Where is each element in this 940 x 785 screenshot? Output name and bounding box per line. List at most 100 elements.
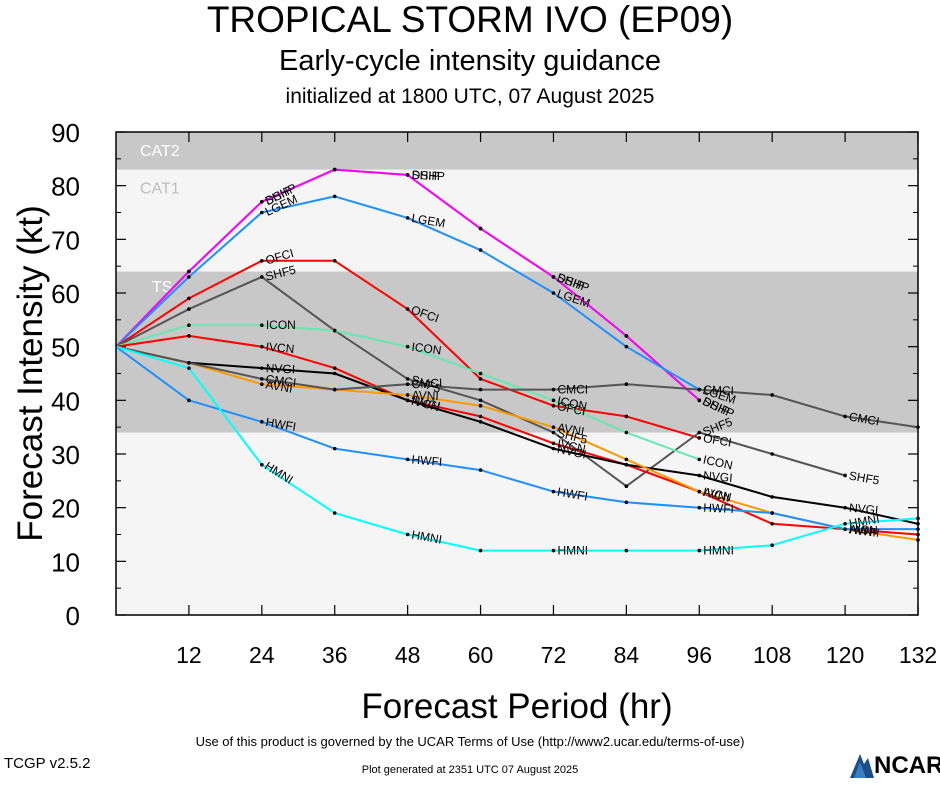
terms-of-use: Use of this product is governed by the U… — [195, 734, 745, 749]
data-point-nvgi — [843, 505, 847, 510]
series-label-ivcn: IVCN — [556, 436, 587, 456]
data-point-ofci — [624, 414, 629, 419]
y-tick-label: 70 — [51, 225, 80, 255]
axes: 12 24 36 48 60 72 84 96 108 120 132 0 10 20 30 40 50 60 70… — [11, 118, 937, 726]
data-point-hwfi — [332, 446, 337, 451]
data-point-hmni — [260, 462, 264, 467]
data-point-avni — [260, 382, 264, 387]
band-cat1 — [116, 169, 918, 272]
data-point-nvgi — [624, 462, 629, 467]
series-label-hwfi: HWFI — [848, 522, 880, 540]
data-point-ofci — [187, 296, 191, 301]
data-point-shf5 — [187, 307, 191, 311]
data-point-avni — [478, 403, 483, 408]
series-label-icon: ICON — [702, 453, 734, 473]
data-point-lgem — [551, 291, 556, 295]
y-tick-label: 90 — [51, 118, 80, 148]
series-label-dshp: DSHP — [411, 168, 445, 183]
data-point-ship — [551, 275, 556, 279]
data-point-cmci — [624, 382, 629, 387]
data-point-ship — [405, 173, 410, 177]
ncar-logo-text: NCAR — [874, 752, 940, 779]
x-tick-label: 72 — [541, 642, 567, 668]
data-point-shf5 — [260, 275, 264, 279]
data-point-hwfi — [770, 511, 774, 515]
data-point-cmci — [260, 377, 264, 381]
x-tick-label: 60 — [468, 642, 494, 668]
data-point-hmni — [551, 548, 556, 553]
data-point-shf5 — [405, 377, 410, 381]
series-label-ivcn: IVCN — [702, 485, 733, 505]
data-point-hmni — [624, 548, 629, 553]
data-point-shf5 — [843, 473, 847, 478]
series-label-nvgi: NVGI — [266, 361, 296, 376]
x-tick-label: 24 — [249, 642, 275, 668]
data-point-ship — [697, 398, 702, 403]
data-point-avni — [551, 425, 556, 429]
data-point-nvgi — [478, 420, 483, 424]
x-tick-label: 12 — [176, 642, 202, 668]
data-point-nvgi — [405, 398, 410, 403]
ncar-logo-icon — [850, 754, 874, 778]
series-label-avni: AVNI — [556, 420, 585, 438]
data-point-ship — [332, 167, 337, 172]
chart-title: TROPICAL STORM IVO (EP09) — [206, 0, 734, 40]
data-point-ofci — [260, 259, 264, 263]
series-label-icon: ICON — [411, 340, 443, 358]
data-point-cmci — [843, 414, 847, 419]
data-point-ivcn — [551, 441, 556, 446]
y-tick-label: 30 — [51, 440, 80, 470]
series-label-nvgi: NVGI — [556, 442, 588, 462]
data-point-icon — [624, 430, 629, 435]
data-point-ofci — [332, 259, 337, 263]
data-point-icon — [405, 344, 410, 349]
series-line-cmci — [115, 345, 919, 429]
series-label-lgem: LGEM — [410, 211, 446, 231]
data-point-hmni — [843, 521, 847, 526]
data-point-hmni — [405, 532, 410, 537]
data-point-ivcn — [478, 414, 483, 419]
series-label-nvgi: NVGI — [703, 468, 733, 485]
data-point-nvgi — [551, 446, 556, 451]
data-point-icon — [260, 323, 264, 328]
data-point-cmci — [332, 387, 337, 392]
series-label-hwfi: HWFI — [265, 415, 298, 434]
data-point-avni — [624, 457, 629, 462]
data-point-shf5 — [551, 430, 556, 435]
series-label-hmni: HMNI — [848, 512, 881, 531]
data-point-cmci — [551, 387, 556, 392]
data-point-icon — [478, 371, 483, 376]
data-point-icon — [697, 457, 702, 462]
y-tick-label: 40 — [51, 386, 80, 416]
series-label-ship: SHIP — [411, 168, 440, 183]
series-line-nvgi — [115, 345, 919, 525]
data-point-ivcn — [187, 334, 191, 338]
data-point-ofci — [478, 377, 483, 381]
y-tick-label: 0 — [66, 601, 80, 631]
data-point-ivcn — [332, 366, 337, 370]
series-label-ivcn: IVCN — [849, 522, 878, 537]
x-axis-title: Forecast Period (hr) — [361, 687, 672, 726]
data-point-icon — [187, 323, 191, 328]
data-point-hmni — [332, 511, 337, 515]
data-point-avni — [405, 393, 410, 397]
x-tick-label: 132 — [899, 642, 937, 668]
data-point-cmci — [697, 387, 702, 392]
y-tick-label: 10 — [51, 547, 80, 577]
data-point-lgem — [478, 248, 483, 252]
band-label-cat1: CAT1 — [140, 181, 180, 198]
series-label-hmni: HMNI — [557, 544, 588, 558]
chart-subtitle: Early-cycle intensity guidance — [278, 45, 661, 77]
data-point-ofci — [551, 403, 556, 408]
series-label-icon: ICON — [266, 318, 296, 332]
data-point-hmni — [478, 548, 483, 553]
series-label-hwfi: HWFI — [411, 452, 443, 469]
data-point-hwfi — [624, 500, 629, 505]
x-tick-label: 120 — [826, 642, 864, 668]
data-point-icon — [332, 328, 337, 333]
data-point-lgem — [332, 194, 337, 199]
data-point-ofci — [405, 307, 410, 311]
series-label-cmci: CMCI — [703, 383, 734, 398]
plot-frame — [115, 131, 919, 616]
x-tick-label: 84 — [614, 642, 640, 668]
